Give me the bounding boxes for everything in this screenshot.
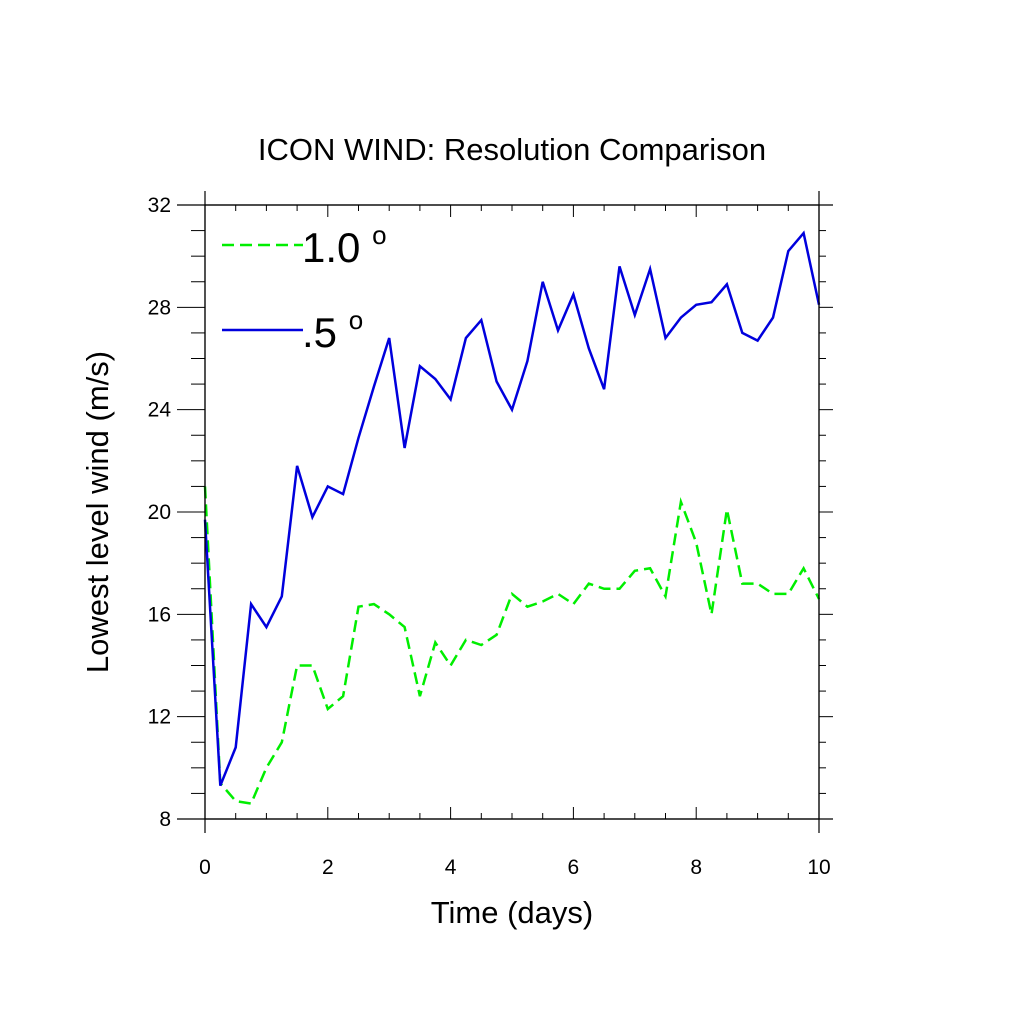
y-tick-label: 28 [148, 296, 171, 319]
x-axis-title: Time (days) [431, 895, 593, 930]
x-tick-label: 6 [568, 856, 580, 879]
x-tick-label: 4 [445, 856, 457, 879]
series-line-.5 [203, 230, 821, 787]
x-tick-label: 8 [690, 856, 702, 879]
legend-label-1.0: 1.0 o [302, 220, 387, 271]
series-layer [203, 230, 821, 805]
y-tick-label: 8 [159, 808, 171, 831]
y-axis-title: Lowest level wind (m/s) [80, 351, 115, 673]
legend-label-.5-degree: o [349, 305, 363, 335]
legend-entry-1: 1.0 o [222, 220, 387, 271]
legend-entry-2: .5 o [222, 305, 363, 356]
x-tick-label: 0 [199, 856, 211, 879]
y-tick-label: 20 [148, 501, 171, 524]
legend-label-1.0-text: 1.0 [302, 224, 360, 271]
x-tick-label: 10 [807, 856, 830, 879]
legend-label-.5: .5 o [302, 305, 363, 356]
y-tick-label: 12 [148, 706, 171, 729]
y-tick-label: 24 [148, 399, 172, 422]
legend-label-.5-text: .5 [302, 309, 337, 356]
series-line-1.0 [203, 486, 821, 805]
y-tick-label: 16 [148, 603, 171, 626]
legend: 1.0 o .5 o [222, 220, 387, 356]
legend-label-1.0-degree: o [372, 220, 386, 250]
chart-title: ICON WIND: Resolution Comparison [258, 132, 766, 167]
x-tick-label: 2 [322, 856, 334, 879]
y-tick-label: 32 [148, 194, 171, 217]
plot-frame [204, 204, 820, 820]
